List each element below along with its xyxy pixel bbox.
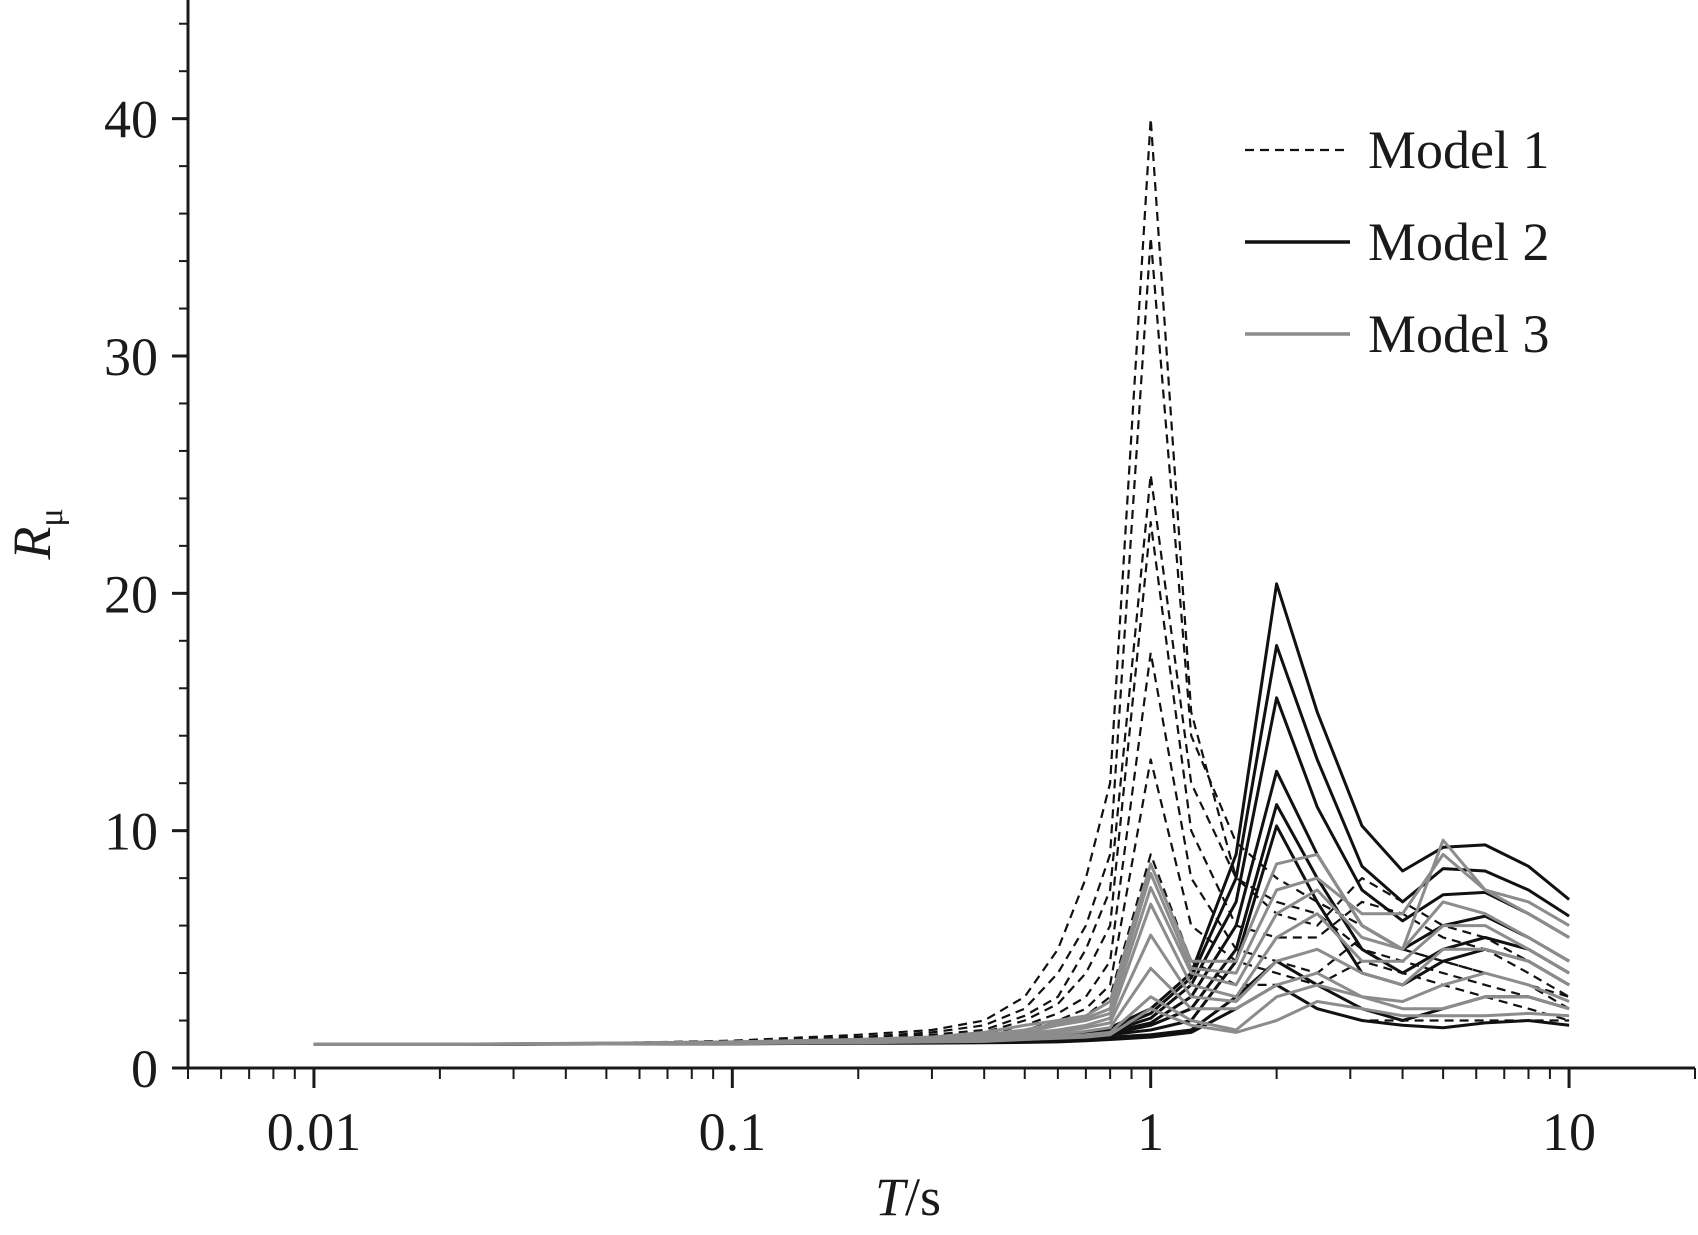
- x-axis-title-unit: /s: [905, 1167, 941, 1227]
- y-ticks: 0 10 20 30 40: [104, 22, 188, 1099]
- y-tick-label-3: 20: [104, 564, 158, 624]
- x-axis-title-symbol: T: [875, 1167, 909, 1227]
- legend-label-2: Model 2: [1368, 212, 1550, 272]
- x-tick-label-2: 0.1: [699, 1102, 767, 1162]
- y-tick-label-4: 30: [104, 327, 158, 387]
- y-axis-title-subscript: μ: [33, 508, 70, 526]
- legend-label-1: Model 1: [1368, 120, 1550, 180]
- x-axis-title: T/s: [875, 1167, 941, 1227]
- x-ticks: 0.01 0.1 1 10: [187, 1068, 1696, 1162]
- series-layer: [313, 117, 1571, 1046]
- x-tick-label-1: 0.01: [267, 1102, 362, 1162]
- y-axis-title: Rμ: [2, 508, 70, 560]
- legend: Model 1 Model 2 Model 3: [1245, 120, 1550, 364]
- series-3-line-8: [313, 1000, 1570, 1046]
- legend-label-3: Model 3: [1368, 304, 1550, 364]
- series-1-line-1: [313, 117, 1570, 1046]
- y-axis-title-symbol: R: [2, 527, 62, 561]
- series-3: [313, 838, 1570, 1046]
- y-tick-label-1: 0: [131, 1039, 158, 1099]
- y-tick-label-2: 10: [104, 802, 158, 862]
- x-tick-label-4: 10: [1542, 1102, 1596, 1162]
- x-tick-label-3: 1: [1137, 1102, 1164, 1162]
- y-tick-label-5: 40: [104, 90, 158, 150]
